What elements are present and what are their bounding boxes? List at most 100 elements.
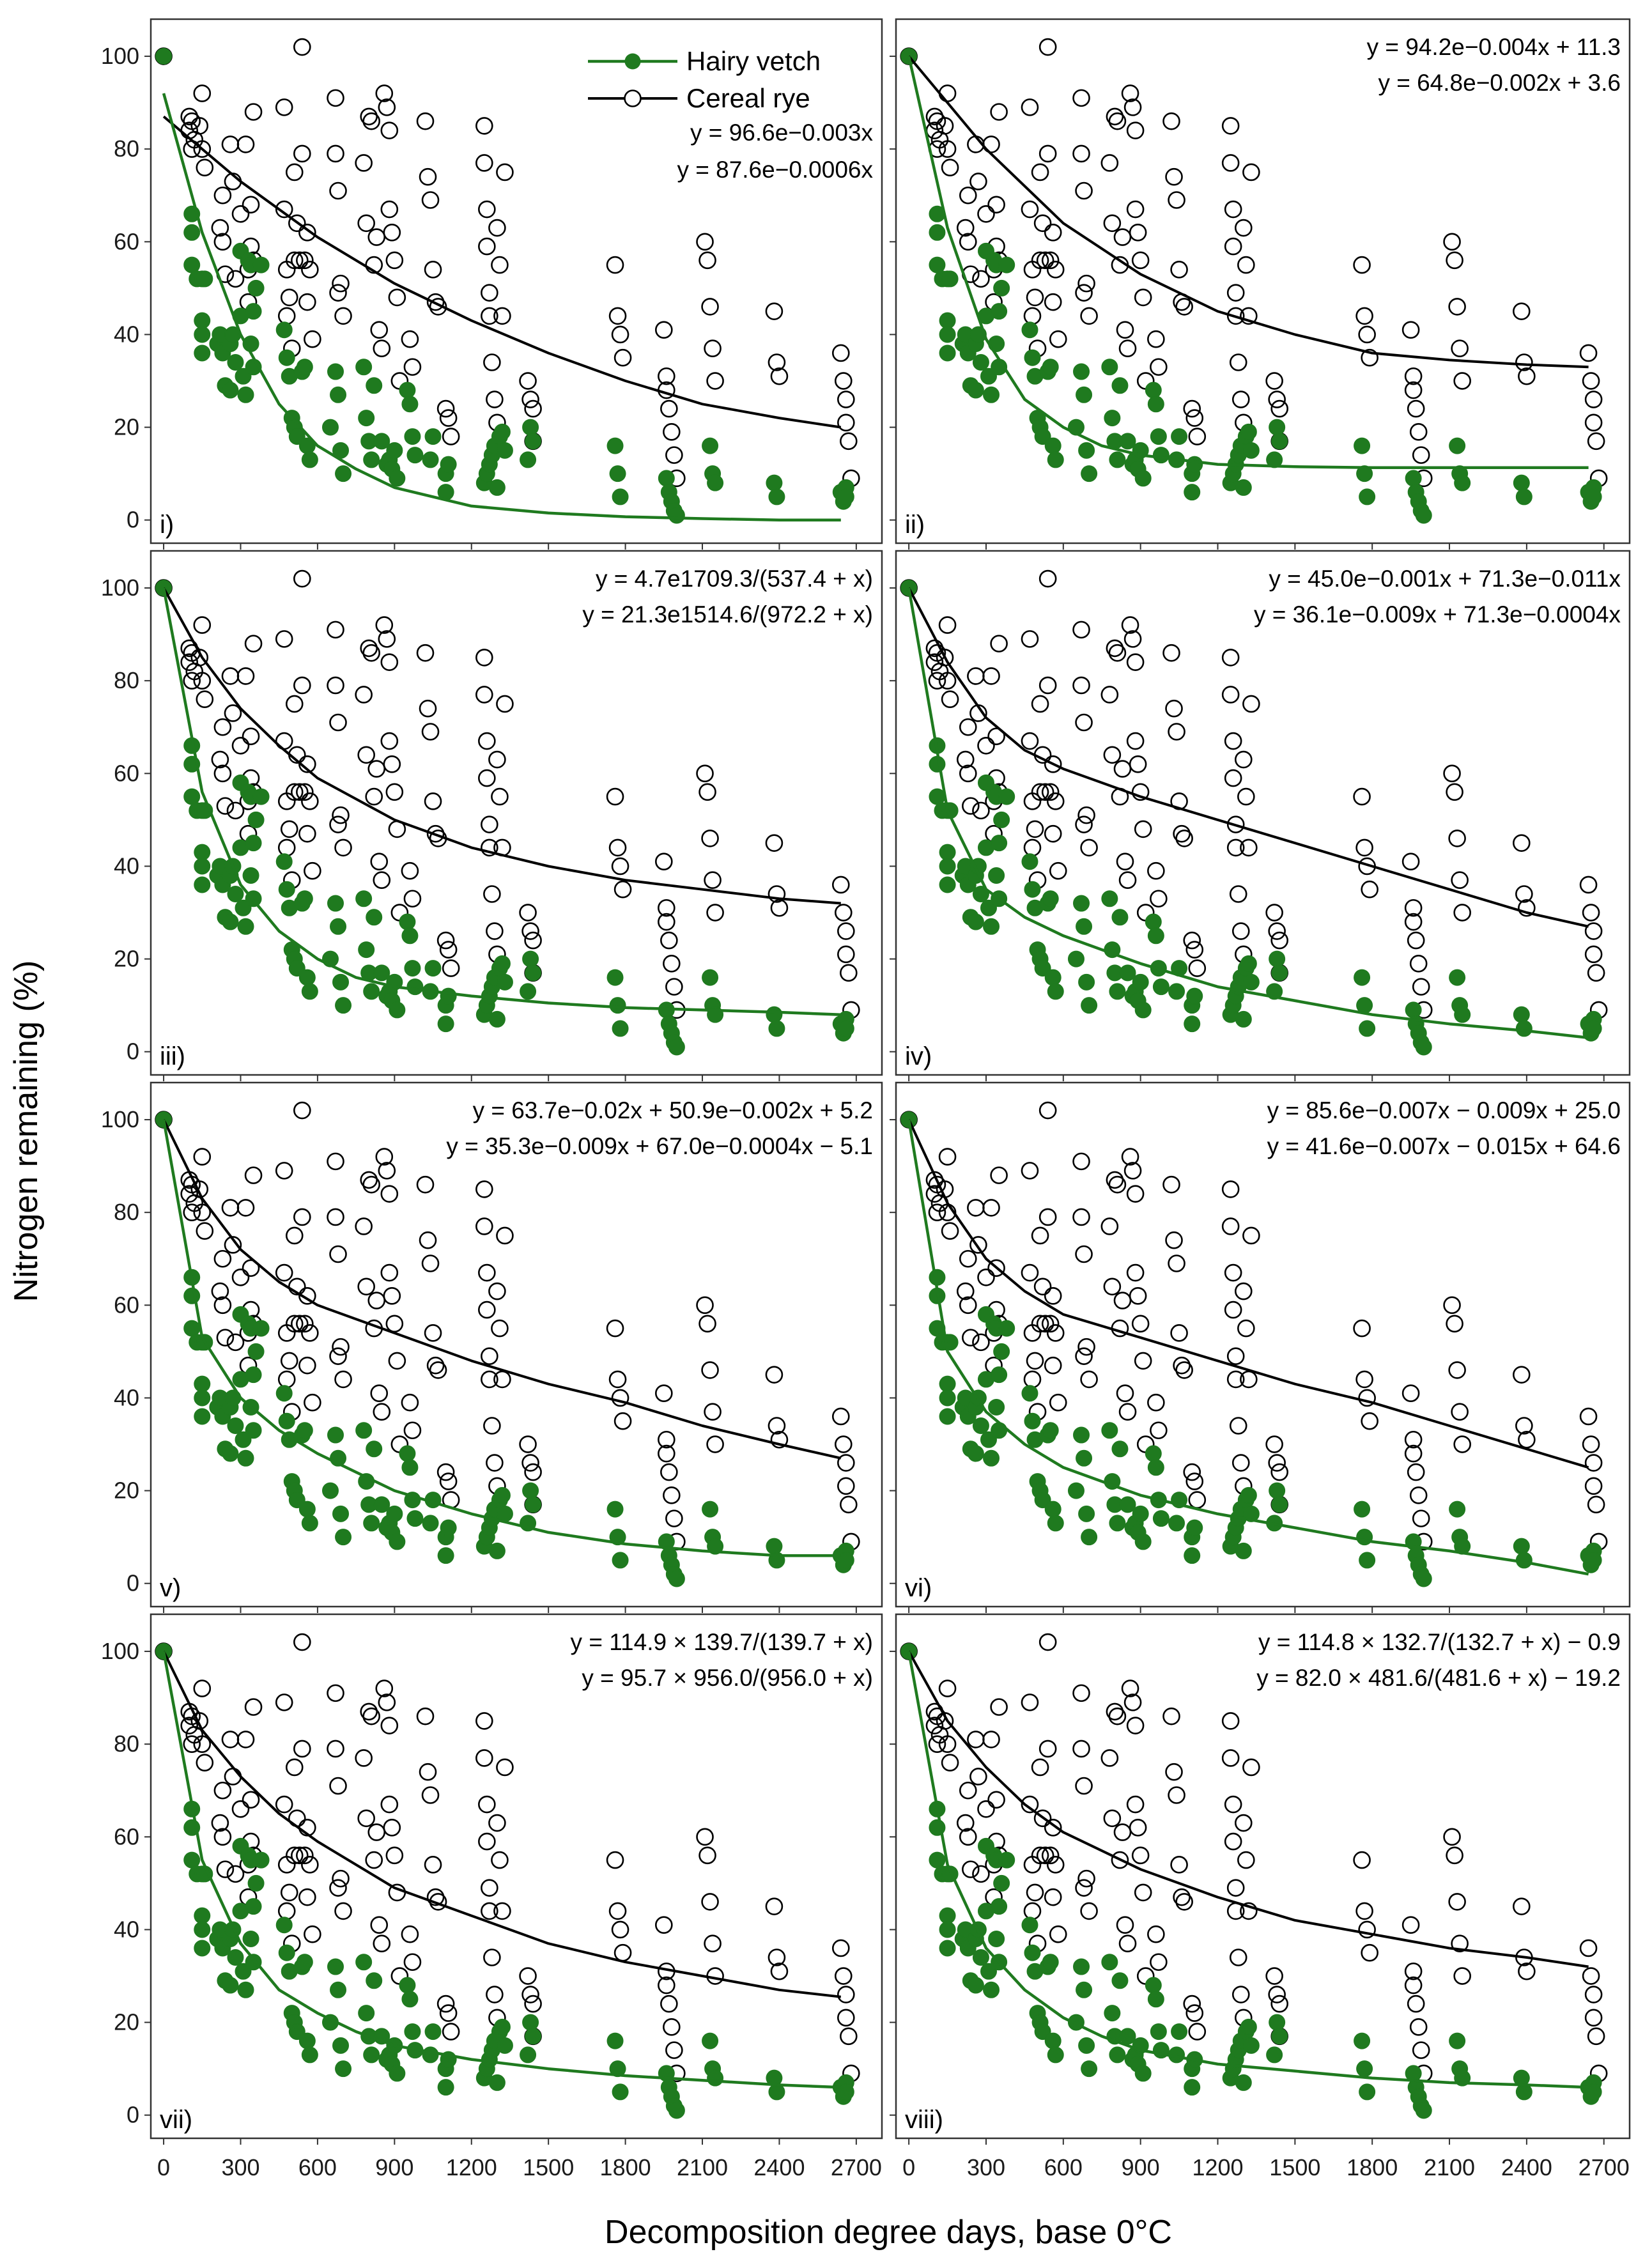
hairy-vetch-point	[227, 1948, 244, 1966]
cereal-rye-point	[275, 1263, 293, 1282]
cereal-rye-point	[1353, 1851, 1371, 1869]
cereal-rye-point	[956, 750, 975, 769]
cereal-rye-point	[1183, 1463, 1201, 1481]
cereal-rye-point	[293, 38, 311, 56]
cereal-rye-fit-line	[907, 1119, 1589, 1469]
cereal-rye-point	[190, 1712, 209, 1730]
cereal-rye-point	[1234, 219, 1253, 237]
hairy-vetch-point	[399, 382, 416, 399]
cereal-rye-point	[236, 135, 255, 153]
cereal-rye-point	[959, 718, 977, 736]
hairy-vetch-point	[194, 1907, 211, 1924]
cereal-rye-point	[663, 1486, 681, 1504]
hairy-vetch-point	[707, 2069, 724, 2087]
cereal-rye-point	[524, 931, 542, 950]
hairy-vetch-point	[1076, 386, 1093, 403]
legend-marker-cereal-rye	[624, 89, 642, 107]
cereal-rye-point	[380, 1185, 399, 1203]
cereal-rye-point	[1126, 1717, 1145, 1734]
cereal-rye-point	[426, 1888, 445, 1906]
hairy-vetch-point	[939, 344, 956, 362]
hairy-vetch-point	[1081, 997, 1098, 1014]
hairy-vetch-point	[278, 881, 295, 898]
cereal-rye-point	[1126, 200, 1145, 219]
hairy-vetch-point	[1585, 488, 1602, 505]
cereal-rye-point	[1147, 1925, 1165, 1943]
cereal-rye-point	[1134, 820, 1152, 838]
hairy-vetch-point	[939, 1375, 956, 1393]
cereal-rye-point	[1168, 723, 1185, 741]
cereal-rye-point	[293, 1101, 311, 1120]
cereal-rye-point	[493, 1902, 511, 1920]
cereal-rye-point	[1355, 307, 1373, 325]
cereal-rye-point	[301, 261, 319, 279]
cereal-rye-point	[1026, 820, 1044, 838]
cereal-rye-point	[375, 84, 394, 102]
cereal-rye-point	[1582, 904, 1600, 922]
hairy-vetch-point	[707, 474, 724, 491]
equation-hairy-vetch: y = 45.0e−0.001x + 71.3e−0.011x	[1269, 566, 1621, 592]
cereal-rye-point	[1237, 1851, 1255, 1869]
cereal-rye-point	[1513, 1366, 1531, 1384]
hairy-vetch-point	[183, 256, 201, 274]
hairy-vetch-point	[988, 867, 1005, 884]
cereal-rye-point	[481, 307, 498, 325]
hairy-vetch-point	[301, 1515, 318, 1532]
cereal-rye-point	[959, 233, 977, 251]
x-tick-label: 0	[902, 2154, 915, 2180]
hairy-vetch-point	[939, 876, 956, 893]
hairy-vetch-point	[327, 1426, 344, 1444]
hairy-vetch-point	[1134, 1533, 1152, 1550]
cereal-rye-point	[475, 117, 493, 135]
cereal-rye-point	[373, 871, 391, 890]
cereal-rye-point	[837, 1477, 855, 1495]
cereal-rye-point	[226, 801, 245, 820]
cereal-rye-point	[211, 1282, 229, 1300]
cereal-rye-point	[193, 1679, 212, 1697]
hairy-vetch-point	[1515, 1020, 1532, 1037]
hairy-vetch-point	[298, 2032, 316, 2049]
cereal-rye-point	[959, 186, 977, 204]
cereal-rye-point	[658, 1976, 675, 1995]
cereal-rye-point	[660, 1463, 678, 1481]
hairy-vetch-point	[991, 1898, 1008, 1915]
hairy-vetch-point	[355, 359, 373, 376]
hairy-vetch-point	[440, 1519, 457, 1536]
cereal-rye-point	[1033, 1809, 1052, 1828]
x-axis-title: Decomposition degree days, base 0°C	[605, 2214, 1172, 2251]
cereal-rye-point	[1224, 1300, 1242, 1319]
hairy-vetch-point	[1513, 1538, 1530, 1555]
hairy-vetch-fit-line	[162, 1119, 841, 1557]
cereal-rye-fit-line	[907, 1651, 1589, 1968]
cereal-rye-point	[403, 1953, 422, 1972]
panel-tag: vii)	[160, 2106, 192, 2134]
cereal-rye-point	[375, 1148, 394, 1166]
cereal-rye-point	[481, 815, 498, 833]
hairy-vetch-point	[422, 2046, 439, 2064]
hairy-vetch-point	[1449, 969, 1466, 986]
cereal-rye-point	[383, 224, 401, 242]
hairy-vetch-point	[366, 1440, 383, 1458]
cereal-rye-point	[357, 1277, 375, 1296]
cereal-rye-point	[1446, 1846, 1463, 1865]
cereal-rye-point	[1584, 922, 1603, 940]
hairy-vetch-point	[1152, 447, 1170, 464]
hairy-vetch-point	[1150, 428, 1167, 445]
cereal-rye-point	[216, 797, 235, 815]
hairy-vetch-point	[401, 396, 419, 413]
cereal-rye-point	[1046, 1324, 1065, 1342]
cereal-rye-point	[481, 284, 498, 302]
hairy-vetch-point	[1076, 1981, 1093, 1998]
cereal-rye-point	[1453, 904, 1471, 922]
cereal-rye-point	[665, 2041, 683, 2059]
cereal-rye-point	[1183, 399, 1201, 418]
hairy-vetch-point	[939, 1921, 956, 1938]
cereal-rye-point	[183, 672, 201, 690]
hairy-vetch-point	[332, 1505, 350, 1522]
cereal-rye-point	[1242, 163, 1260, 181]
cereal-rye-point	[224, 1236, 242, 1254]
hairy-vetch-point	[247, 811, 265, 828]
cereal-rye-point	[1401, 853, 1420, 870]
cereal-rye-point	[1229, 1417, 1247, 1435]
hairy-vetch-point	[609, 2060, 626, 2078]
